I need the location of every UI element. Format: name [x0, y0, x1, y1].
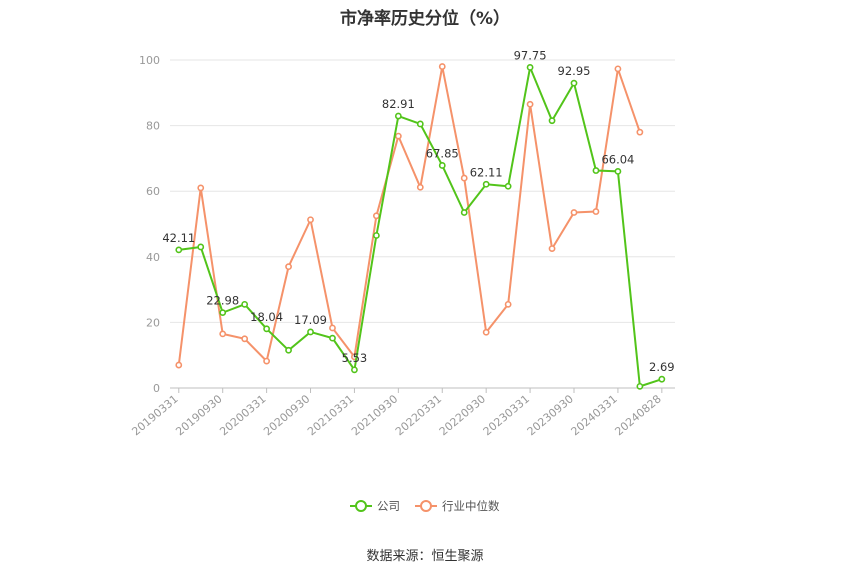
- data-point: [570, 79, 578, 87]
- y-tick-label: 40: [146, 251, 160, 264]
- data-point: [416, 183, 424, 191]
- data-label: 2.69: [649, 360, 675, 374]
- data-point: [351, 366, 358, 374]
- data-point: [219, 309, 227, 317]
- x-tick-label: 20200930: [261, 392, 312, 438]
- data-label: 42.11: [162, 231, 195, 245]
- data-label: 18.04: [250, 310, 283, 324]
- x-tick-label: 20230331: [481, 392, 532, 438]
- data-label: 5.53: [342, 351, 368, 365]
- x-tick-label: 20190331: [129, 392, 180, 438]
- data-point: [460, 209, 468, 216]
- data-point: [329, 324, 336, 332]
- x-tick-label: 20220930: [437, 392, 488, 438]
- data-point: [460, 174, 468, 182]
- data-point: [416, 120, 424, 128]
- data-point: [482, 328, 490, 336]
- data-label: 92.95: [558, 64, 591, 78]
- legend-item-company-label: 公司: [377, 499, 400, 513]
- data-label: 22.98: [206, 294, 239, 308]
- data-point: [504, 182, 512, 190]
- data-point: [219, 330, 227, 338]
- data-point: [197, 184, 205, 192]
- data-point: [636, 128, 644, 136]
- data-label: 62.11: [470, 165, 503, 179]
- data-point: [197, 243, 205, 251]
- data-point: [329, 334, 336, 342]
- data-point: [438, 162, 446, 169]
- data-point: [592, 208, 600, 215]
- data-point: [570, 209, 578, 216]
- data-point: [307, 328, 314, 336]
- x-tick-label: 20210930: [349, 392, 400, 438]
- series-line-company: [178, 63, 663, 388]
- data-point: [394, 132, 402, 140]
- data-point: [614, 167, 622, 175]
- data-label: 17.09: [294, 313, 327, 327]
- data-label: 82.91: [382, 97, 415, 111]
- x-tick-label: 20190930: [173, 392, 224, 438]
- data-point: [394, 112, 402, 120]
- data-point: [175, 246, 183, 254]
- x-tick-label: 20240828: [612, 392, 663, 438]
- y-tick-label: 100: [139, 54, 160, 67]
- data-point: [307, 216, 314, 224]
- y-tick-label: 0: [153, 382, 160, 395]
- data-point: [241, 300, 249, 308]
- data-label: 66.04: [601, 152, 634, 166]
- data-point: [526, 100, 534, 108]
- legend-item-company-marker: [355, 500, 367, 512]
- x-tick-label: 20210331: [305, 392, 356, 438]
- data-point: [175, 361, 183, 369]
- data-point: [285, 263, 292, 271]
- x-tick-label: 20240331: [569, 392, 620, 438]
- legend-item-industry-label: 行业中位数: [442, 499, 500, 513]
- data-point: [263, 325, 271, 333]
- y-tick-label: 60: [146, 185, 160, 198]
- chart-title: 市净率历史分位（%）: [339, 9, 511, 29]
- data-point: [548, 117, 556, 125]
- y-tick-label: 20: [146, 316, 160, 329]
- data-point: [263, 357, 271, 365]
- data-point: [482, 180, 490, 188]
- legend-item-industry-marker: [420, 500, 432, 512]
- series-line-industry: [177, 66, 641, 366]
- data-label: 67.85: [426, 146, 459, 160]
- data-point: [526, 63, 534, 71]
- data-point: [592, 167, 600, 174]
- data-point: [658, 375, 666, 383]
- legend: 公司 行业中位数: [350, 499, 500, 513]
- data-point: [548, 245, 556, 252]
- data-point: [614, 65, 622, 73]
- data-label: 97.75: [514, 48, 547, 62]
- data-source: 数据来源：恒生聚源: [366, 549, 484, 564]
- data-point: [372, 212, 380, 220]
- x-tick-label: 20230930: [525, 392, 576, 438]
- data-point: [372, 232, 380, 239]
- data-point: [285, 346, 292, 354]
- data-point: [636, 382, 644, 390]
- x-tick-label: 20220331: [393, 392, 444, 438]
- x-tick-label: 20200331: [217, 392, 268, 438]
- data-point: [438, 63, 446, 70]
- y-tick-label: 80: [146, 120, 160, 133]
- data-point: [241, 335, 249, 343]
- data-point: [504, 300, 512, 308]
